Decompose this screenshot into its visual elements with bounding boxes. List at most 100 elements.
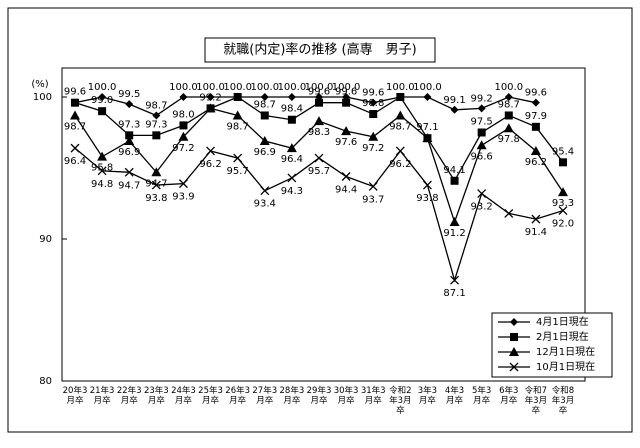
data-label: 99.6 [525,88,547,99]
x-tick-label: 24年3月卒 [171,386,196,406]
data-label: 97.3 [118,119,140,130]
data-label: 94.1 [443,165,465,176]
x-tick-label: 26年3月卒 [225,386,251,406]
data-label: 97.6 [335,137,357,148]
data-label: 100.0 [278,82,307,93]
data-label: 99.6 [335,87,357,98]
data-label: 96.2 [199,159,221,170]
data-label: 93.7 [362,194,384,205]
marker [314,153,324,163]
data-label: 97.5 [471,117,493,128]
marker [178,179,188,189]
marker [151,180,161,190]
data-label: 100.0 [494,82,523,93]
data-label: 96.2 [389,159,411,170]
marker [152,131,161,140]
marker [559,158,567,167]
marker [369,98,378,107]
data-label: 98.0 [172,109,194,120]
data-label: 98.4 [281,104,303,115]
data-label: 96.2 [525,157,547,168]
marker [341,126,352,136]
data-label: 94.3 [281,186,303,197]
data-label: 100.0 [196,82,225,93]
marker [450,176,459,185]
marker [509,362,519,372]
data-label: 96.6 [471,151,493,162]
marker [286,143,297,153]
data-label: 94.4 [335,185,357,196]
marker [124,167,134,177]
data-label: 96.4 [64,156,86,167]
marker [530,145,541,155]
data-label: 87.1 [443,288,465,299]
marker [423,93,432,101]
marker [97,166,107,176]
data-label: 99.6 [362,88,384,99]
series-line [74,96,537,117]
x-tick-label: 25年3月卒 [198,386,223,406]
marker [124,136,135,146]
data-label: 99.0 [91,95,113,106]
marker [396,93,405,101]
marker [98,107,107,116]
data-label: 94.8 [91,179,113,190]
data-label: 98.7 [254,99,276,110]
marker [368,131,379,141]
data-label: 96.4 [281,154,303,165]
marker [179,121,188,130]
marker [449,216,460,226]
marker [260,186,270,196]
marker [510,318,518,326]
marker [125,131,134,140]
marker [504,93,513,101]
x-tick-label: 令和2年3月卒 [389,386,412,416]
legend-label: 10月1日現在 [536,361,595,373]
marker [314,116,324,126]
data-label: 93.2 [471,202,493,213]
data-label: 98.8 [362,98,384,109]
marker [70,143,80,153]
marker [232,110,243,120]
x-tick-label: 29年3月卒 [306,386,332,406]
x-tick-label: 22年3月卒 [116,386,142,406]
x-tick-label: 28年3月卒 [279,386,305,406]
marker [341,172,351,181]
data-label: 99.6 [64,87,86,98]
marker [206,146,216,156]
data-label: 94.7 [118,180,140,191]
marker [71,98,79,107]
x-tick-label: 4年3月卒 [444,386,465,406]
data-label: 97.9 [525,111,547,122]
outer-frame [7,7,633,433]
data-label: 97.2 [362,143,384,154]
data-label: 98.7 [389,121,411,132]
data-label: 100.0 [413,82,442,93]
x-tick-label: 27年3月卒 [252,386,278,406]
x-tick-label: 5年3月卒 [471,386,492,406]
marker [179,93,188,101]
data-label: 97.8 [498,134,520,145]
data-label: 93.9 [172,192,194,203]
x-tick-label: 30年3月卒 [333,386,359,406]
marker [395,146,405,156]
data-label: 99.2 [199,92,221,103]
data-label: 100.0 [250,82,279,93]
data-label: 95.4 [552,146,574,157]
marker [125,100,134,109]
marker [477,104,486,113]
marker [287,115,296,124]
marker [233,93,242,101]
data-label: 97.3 [145,119,167,130]
marker [97,151,108,161]
y-tick-label: 80 [39,376,52,387]
marker [369,110,378,119]
marker [151,167,162,177]
data-label: 93.8 [145,193,167,204]
marker [510,333,518,341]
marker [504,111,513,120]
x-tick-label: 令和7年3月卒 [524,386,548,416]
data-label: 91.4 [525,227,547,238]
data-label: 99.2 [471,93,493,104]
